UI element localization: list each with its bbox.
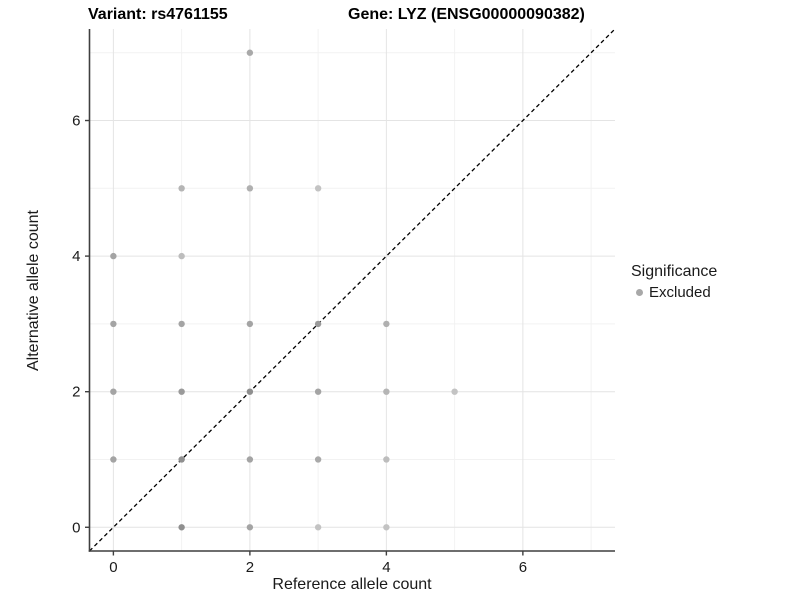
legend-item-excluded: Excluded [631, 284, 717, 301]
legend-item-label: Excluded [649, 284, 711, 301]
y-tick-label: 6 [72, 113, 80, 130]
x-tick-label: 2 [246, 559, 254, 576]
x-axis-title: Reference allele count [272, 576, 432, 593]
data-point [246, 524, 254, 531]
x-tick-label: 6 [519, 559, 527, 576]
data-point [178, 524, 185, 531]
data-point [246, 320, 254, 328]
data-point [246, 49, 254, 56]
y-tick-label: 0 [72, 519, 80, 536]
data-point [178, 320, 185, 328]
data-point [314, 185, 322, 192]
y-axis-title: Alternative allele count [24, 0, 44, 580]
data-point [314, 456, 322, 463]
data-point [314, 524, 322, 531]
data-point [178, 185, 185, 192]
data-point [451, 388, 458, 395]
data-point [314, 388, 322, 395]
data-point [246, 456, 254, 463]
identity-line [89, 28, 616, 552]
y-axis-title-text: Alternative allele count [25, 209, 42, 371]
data-point [178, 252, 185, 260]
data-point [314, 320, 322, 328]
data-point [383, 320, 390, 328]
data-point [110, 388, 117, 395]
x-tick-label: 4 [382, 559, 390, 576]
plot-title-variant: Variant: rs4761155 [88, 6, 228, 23]
data-point [246, 185, 254, 192]
data-point [178, 388, 185, 395]
legend-title: Significance [631, 263, 718, 280]
plot-title-gene: Gene: LYZ (ENSG00000090382) [348, 6, 585, 23]
data-point [110, 456, 117, 463]
data-point [383, 524, 390, 531]
data-point [383, 456, 390, 463]
data-point [246, 388, 254, 395]
y-tick-label: 2 [72, 384, 80, 401]
y-tick-label: 4 [72, 248, 80, 265]
data-point [178, 456, 185, 463]
legend: Significance Excluded [631, 263, 717, 301]
excluded-point-icon [636, 289, 643, 296]
data-point [110, 252, 117, 260]
x-tick-label: 0 [109, 559, 117, 576]
data-point [110, 320, 117, 328]
data-point [383, 388, 390, 395]
